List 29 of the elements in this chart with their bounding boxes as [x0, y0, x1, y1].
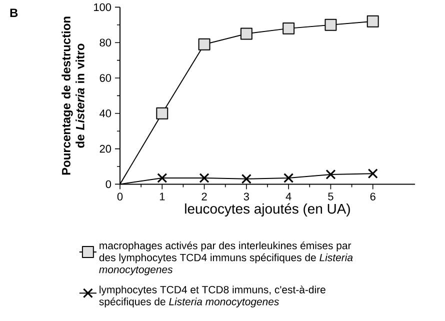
x-tick-label: 0: [117, 192, 123, 200]
point: [156, 107, 168, 120]
x-tick-label: 4: [286, 192, 292, 200]
text: B: [10, 8, 18, 17]
point: [368, 168, 378, 179]
point: [282, 22, 295, 34]
x-tick-label: 2: [202, 192, 207, 200]
point: [366, 15, 379, 28]
point: [240, 28, 252, 40]
y-tick-label: 20: [100, 144, 112, 153]
y-tick-label: 60: [100, 74, 112, 82]
point: [157, 172, 168, 183]
point: [326, 169, 336, 180]
x-tick-label: 6: [370, 192, 376, 200]
point: [199, 172, 210, 183]
y-tick-label: 0: [106, 180, 112, 188]
y-tick-label: 40: [100, 109, 112, 118]
x-tick-label: 3: [244, 192, 249, 200]
legend-label: lymphocytes TCD4 et TCD8 immuns, c'est-à-dire spécifiques de Listeria monocytogenes: [99, 285, 326, 308]
x-tick-label: 5: [328, 192, 334, 200]
x-axis-title: leucocytes ajoutés (en UA): [185, 203, 350, 216]
point: [198, 38, 210, 50]
y-tick-label: 80: [100, 38, 112, 46]
point: [324, 18, 337, 31]
text: macrophages activés par des interleukines émises par des lymphocytes TCD4 immuns spécifiques de Listeria monocytogenes: [99, 241, 353, 276]
x-tick-label: 1: [160, 192, 165, 200]
point: [241, 174, 252, 184]
point: [284, 172, 294, 183]
y-tick-label: 100: [94, 3, 112, 11]
